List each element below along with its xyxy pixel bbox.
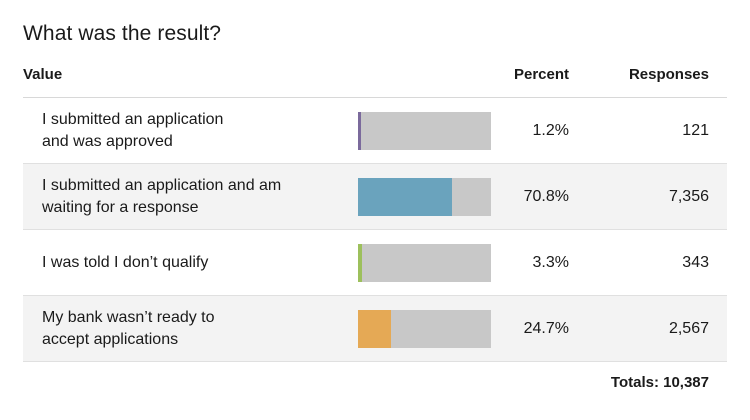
bar-track <box>358 310 491 348</box>
responses-count: 343 <box>682 253 709 271</box>
column-header-percent: Percent <box>513 66 569 83</box>
bar-fill <box>358 244 363 282</box>
column-header-responses: Responses <box>628 66 709 83</box>
results-table: I submitted an application and was appro… <box>23 98 727 362</box>
percent-label: 70.8% <box>523 187 569 205</box>
responses-count: 7,356 <box>668 187 709 205</box>
row-label: I submitted an application and was appro… <box>42 110 224 150</box>
bar-fill <box>358 178 453 216</box>
column-header-value: Value <box>23 66 63 83</box>
header-divider <box>23 97 727 98</box>
bar-track <box>358 112 491 150</box>
table-row: I submitted an application and was appro… <box>23 98 727 164</box>
bar-track <box>358 244 491 282</box>
row-label: My bank wasn’t ready to accept applicati… <box>42 308 215 348</box>
row-label: I was told I don’t qualify <box>42 253 209 271</box>
totals-label: Totals: 10,387 <box>610 374 709 391</box>
chart-title: What was the result? <box>23 22 222 45</box>
responses-count: 2,567 <box>668 319 709 337</box>
percent-label: 24.7% <box>523 319 569 337</box>
table-row: I submitted an application and am waitin… <box>23 164 727 230</box>
bar-fill <box>358 310 391 348</box>
table-row: I was told I don’t qualify 3.3% 343 <box>23 230 727 296</box>
bar-fill <box>358 112 361 150</box>
bar-track <box>358 178 491 216</box>
responses-count: 121 <box>682 121 709 139</box>
row-label: I submitted an application and am waitin… <box>42 176 282 216</box>
percent-label: 1.2% <box>532 121 569 139</box>
table-row: My bank wasn’t ready to accept applicati… <box>23 296 727 362</box>
percent-label: 3.3% <box>532 253 569 271</box>
